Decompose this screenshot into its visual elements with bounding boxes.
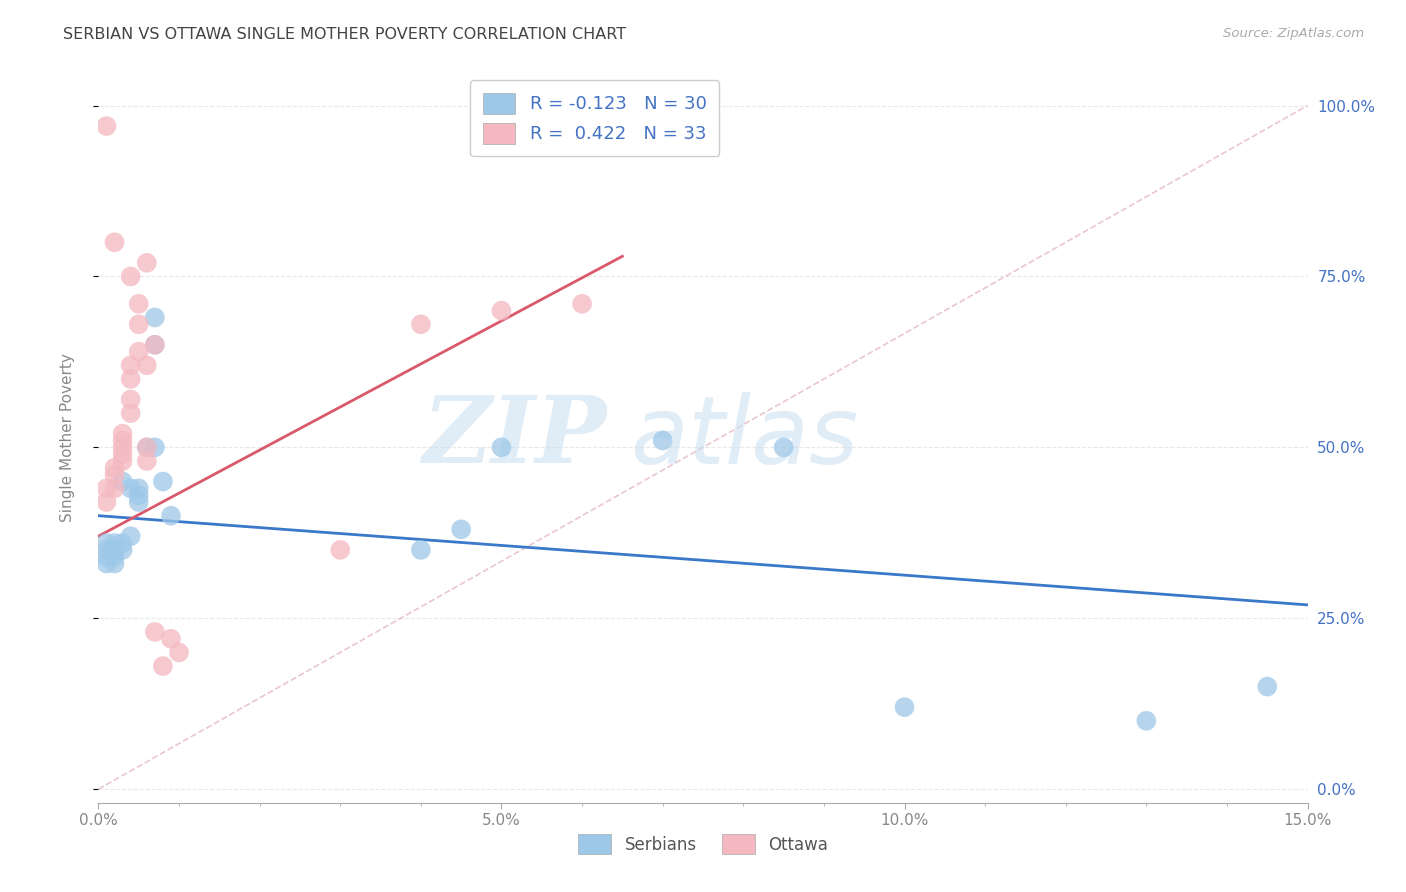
Y-axis label: Single Mother Poverty: Single Mother Poverty: [60, 352, 75, 522]
Point: [450, 522, 472, 536]
Point: [651, 434, 673, 448]
Point: [128, 344, 150, 359]
Point: [120, 392, 142, 407]
Point: [103, 557, 125, 571]
Point: [409, 542, 432, 557]
Point: [111, 426, 134, 441]
Text: atlas: atlas: [630, 392, 859, 483]
Point: [135, 359, 157, 373]
Point: [135, 440, 157, 454]
Point: [135, 256, 157, 270]
Point: [111, 542, 134, 557]
Point: [96, 557, 118, 571]
Text: Source: ZipAtlas.com: Source: ZipAtlas.com: [1223, 27, 1364, 40]
Point: [111, 434, 134, 448]
Point: [160, 632, 183, 646]
Point: [120, 269, 142, 284]
Point: [128, 318, 150, 332]
Point: [329, 542, 352, 557]
Point: [128, 488, 150, 502]
Point: [111, 475, 134, 489]
Point: [96, 119, 118, 133]
Text: ZIP: ZIP: [422, 392, 606, 482]
Point: [152, 475, 174, 489]
Point: [103, 481, 125, 495]
Point: [120, 372, 142, 386]
Point: [120, 529, 142, 543]
Point: [111, 440, 134, 454]
Point: [111, 454, 134, 468]
Point: [143, 338, 166, 352]
Legend: Serbians, Ottawa: Serbians, Ottawa: [571, 828, 835, 860]
Point: [143, 624, 166, 639]
Point: [103, 549, 125, 564]
Text: SERBIAN VS OTTAWA SINGLE MOTHER POVERTY CORRELATION CHART: SERBIAN VS OTTAWA SINGLE MOTHER POVERTY …: [63, 27, 627, 42]
Point: [1256, 680, 1278, 694]
Point: [96, 549, 118, 564]
Point: [409, 318, 432, 332]
Point: [160, 508, 183, 523]
Point: [96, 542, 118, 557]
Point: [772, 440, 794, 454]
Point: [135, 440, 157, 454]
Point: [111, 536, 134, 550]
Point: [135, 454, 157, 468]
Point: [103, 542, 125, 557]
Point: [893, 700, 915, 714]
Point: [96, 481, 118, 495]
Point: [143, 440, 166, 454]
Point: [120, 481, 142, 495]
Point: [103, 467, 125, 482]
Point: [167, 645, 190, 659]
Point: [120, 406, 142, 420]
Point: [571, 297, 593, 311]
Point: [128, 495, 150, 509]
Point: [96, 495, 118, 509]
Point: [143, 338, 166, 352]
Point: [491, 440, 513, 454]
Point: [103, 235, 125, 250]
Point: [128, 481, 150, 495]
Point: [103, 460, 125, 475]
Point: [120, 359, 142, 373]
Point: [111, 447, 134, 461]
Point: [128, 297, 150, 311]
Point: [143, 310, 166, 325]
Point: [1135, 714, 1157, 728]
Point: [96, 536, 118, 550]
Point: [103, 536, 125, 550]
Point: [491, 303, 513, 318]
Point: [152, 659, 174, 673]
